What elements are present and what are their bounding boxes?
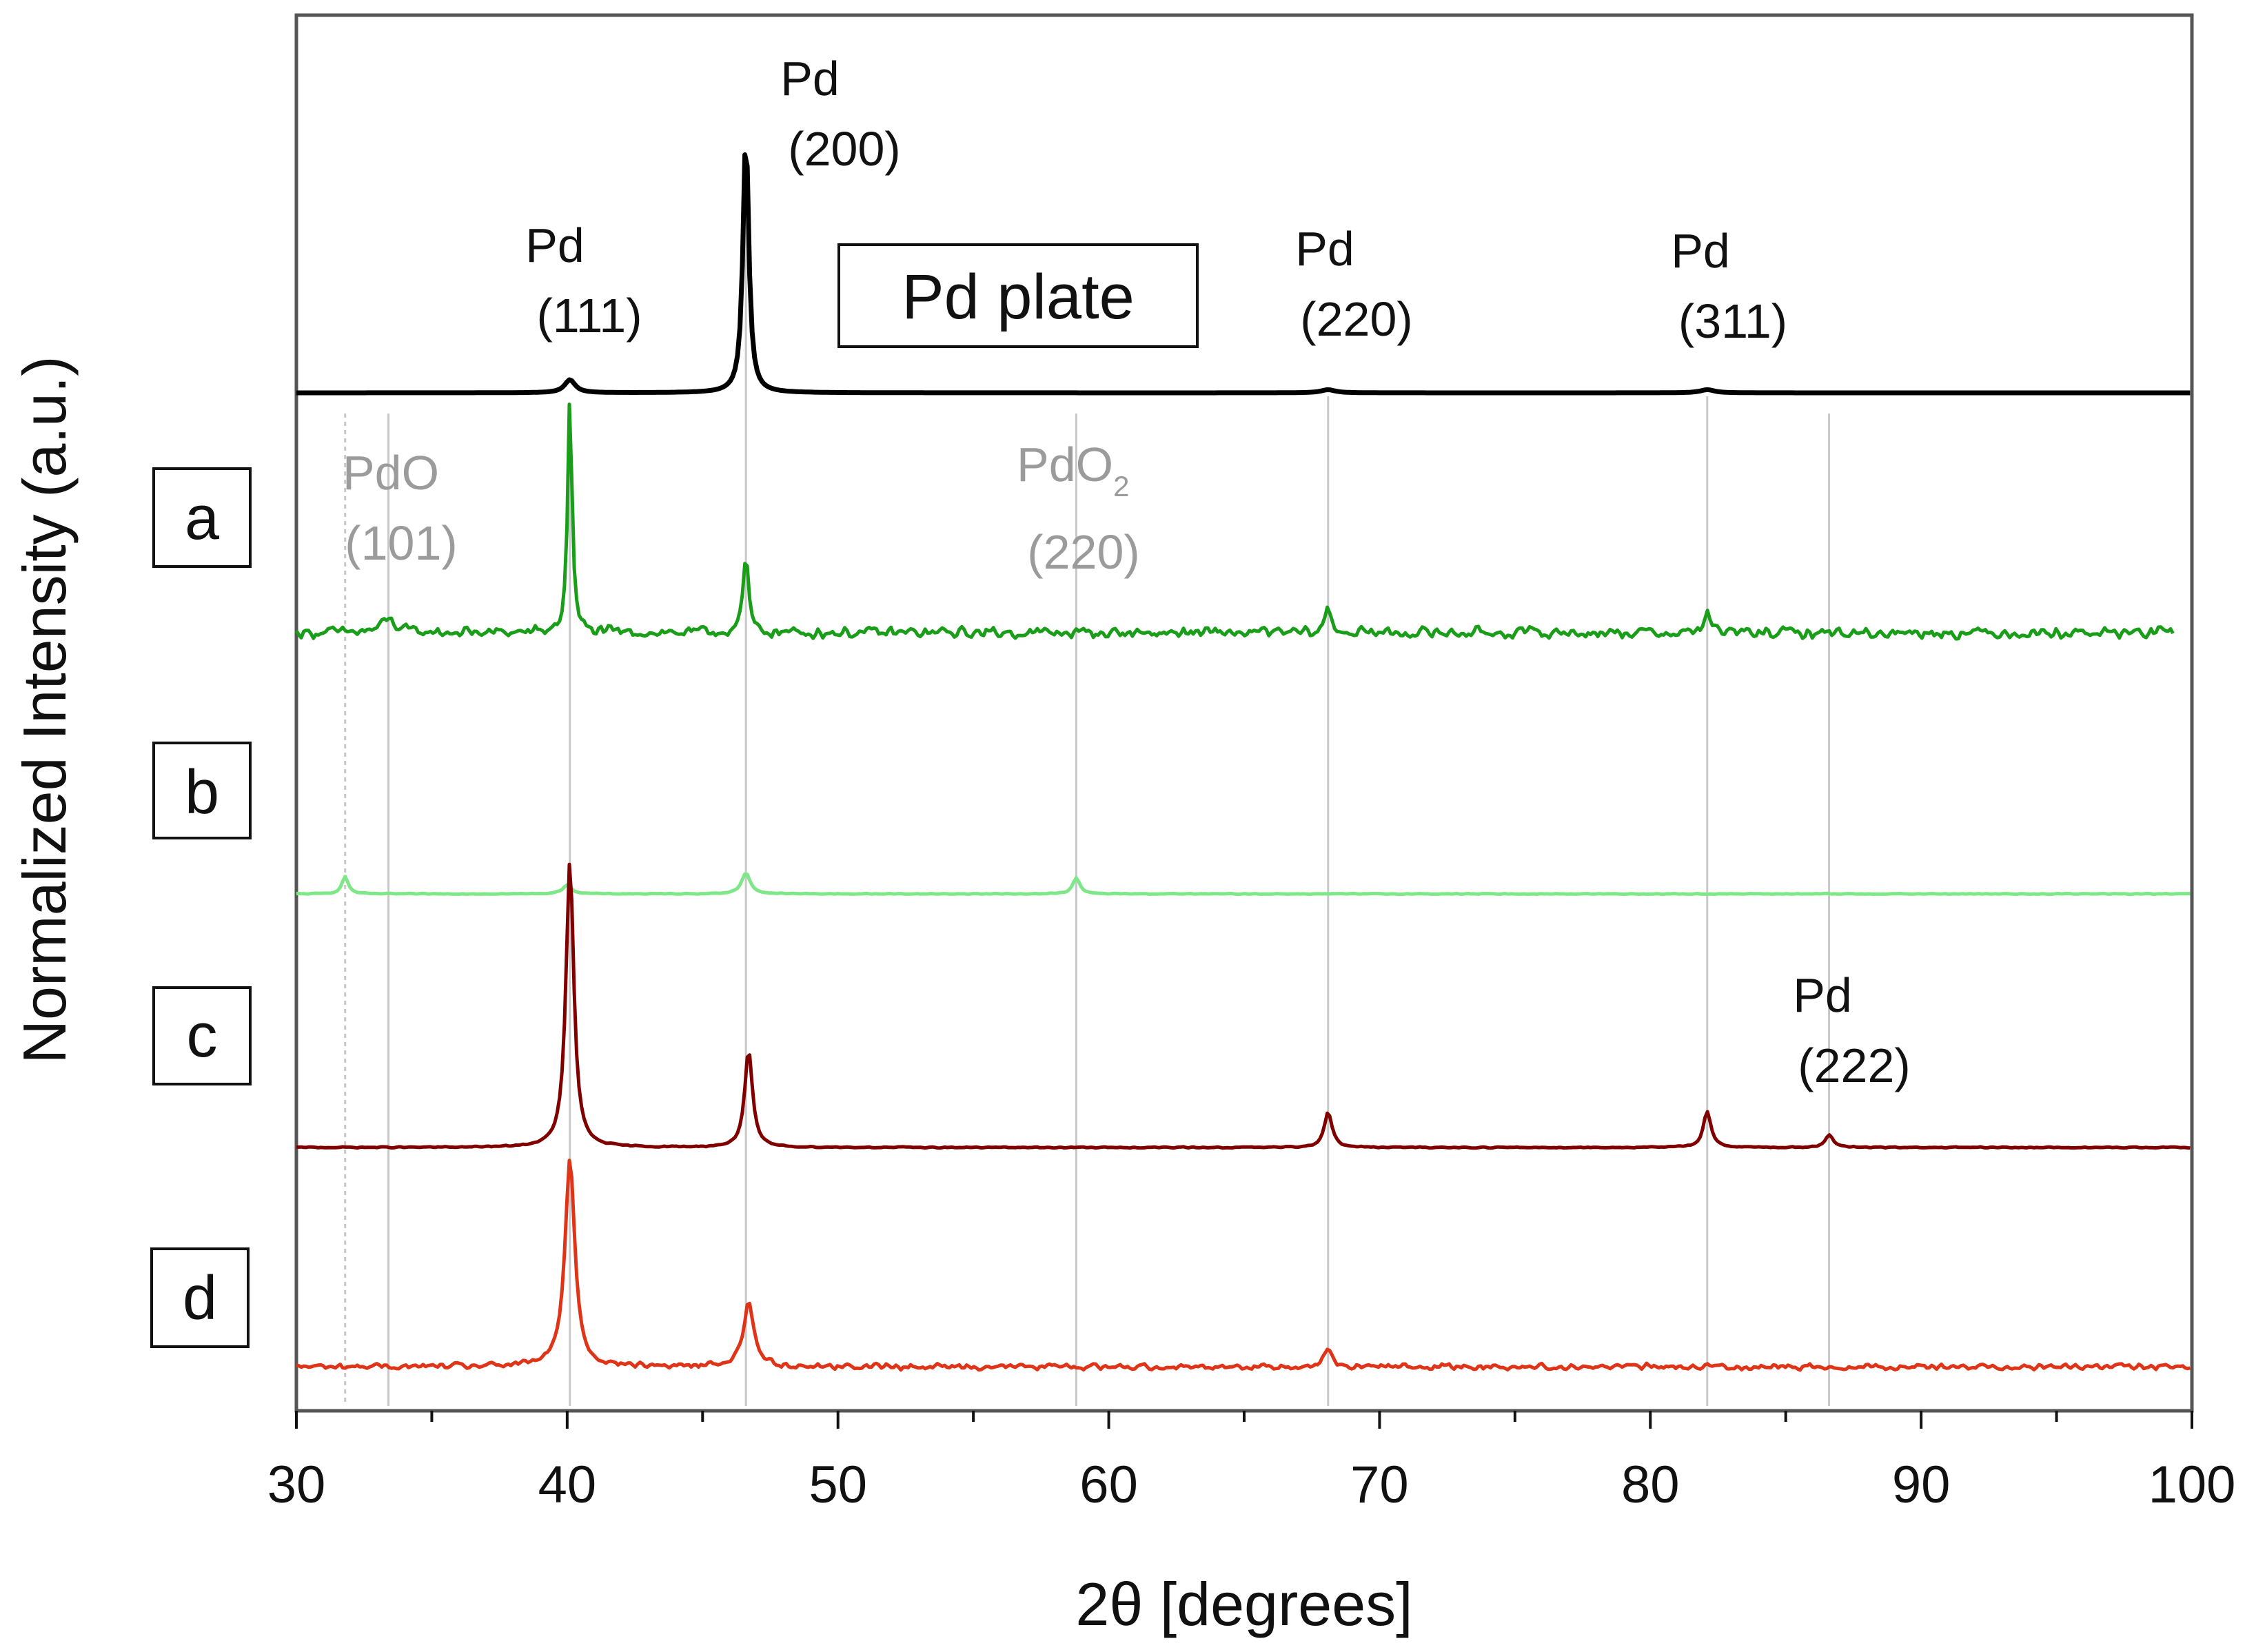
series-line-pd-plate xyxy=(296,152,2191,396)
annotation-pdo2-phase: PdO xyxy=(1017,438,1113,491)
svg-text:Pd: Pd xyxy=(1295,222,1354,276)
annotation-pdo2-sub: 2 xyxy=(1113,470,1129,502)
annotation-pd-222: Pd (222) xyxy=(1793,968,1911,1092)
x-tick-label: 50 xyxy=(809,1456,867,1514)
annotation-pdo2-220: PdO2 (220) xyxy=(1017,438,1140,579)
pd-plate-label: Pd plate xyxy=(902,262,1135,332)
x-tick-label: 80 xyxy=(1621,1456,1680,1514)
sample-label-c-box: c xyxy=(152,986,252,1085)
x-tick-label: 30 xyxy=(267,1456,326,1514)
svg-text:(111): (111) xyxy=(536,289,642,343)
svg-text:Pd: Pd xyxy=(1793,968,1852,1022)
sample-label-d: d xyxy=(183,1264,217,1333)
sample-label-c: c xyxy=(187,1001,218,1070)
svg-text:Pd: Pd xyxy=(525,218,585,272)
svg-text:(220): (220) xyxy=(1300,292,1412,346)
reference-lines xyxy=(344,165,1831,1406)
x-tick-label: 100 xyxy=(2149,1456,2236,1514)
svg-text:(220): (220) xyxy=(1027,525,1139,579)
annotation-pd-111: Pd (111) xyxy=(525,218,642,343)
x-tick-label: 60 xyxy=(1079,1456,1138,1514)
svg-text:(101): (101) xyxy=(345,516,457,570)
y-axis-label: Normalized Intensity (a.u.) xyxy=(10,356,79,1063)
svg-text:(222): (222) xyxy=(1798,1039,1910,1092)
x-tick-label: 90 xyxy=(1892,1456,1951,1514)
sample-label-b-box: b xyxy=(152,742,252,839)
annotation-pd-220: Pd (220) xyxy=(1295,222,1413,346)
svg-text:(311): (311) xyxy=(1678,294,1787,348)
series-line-a xyxy=(294,402,2175,641)
svg-text:Pd: Pd xyxy=(780,52,840,105)
x-axis: 30 40 50 60 70 80 90 100 xyxy=(267,1411,2236,1514)
series-line-d xyxy=(296,1159,2191,1372)
svg-text:Pd: Pd xyxy=(1671,224,1730,278)
annotation-pd-311: Pd (311) xyxy=(1671,224,1787,348)
series-group xyxy=(294,152,2191,1372)
x-tick-label: 40 xyxy=(538,1456,597,1514)
x-axis-label: 2θ [degrees] xyxy=(1075,1570,1412,1638)
annotation-pdo-101: PdO (101) xyxy=(343,446,458,570)
x-tick-label: 70 xyxy=(1350,1456,1409,1514)
annotation-pd-200: Pd (200) xyxy=(780,52,901,176)
svg-text:PdO: PdO xyxy=(343,446,439,500)
sample-label-a-box: a xyxy=(152,467,252,568)
pd-plate-label-box: Pd plate xyxy=(837,243,1199,348)
sample-label-d-box: d xyxy=(150,1247,250,1348)
series-line-b xyxy=(296,872,2191,897)
svg-text:PdO2: PdO2 xyxy=(1017,438,1129,502)
series-line-c xyxy=(296,862,2191,1150)
sample-label-b: b xyxy=(185,758,219,827)
sample-label-a: a xyxy=(185,484,220,553)
svg-text:(200): (200) xyxy=(788,122,900,176)
